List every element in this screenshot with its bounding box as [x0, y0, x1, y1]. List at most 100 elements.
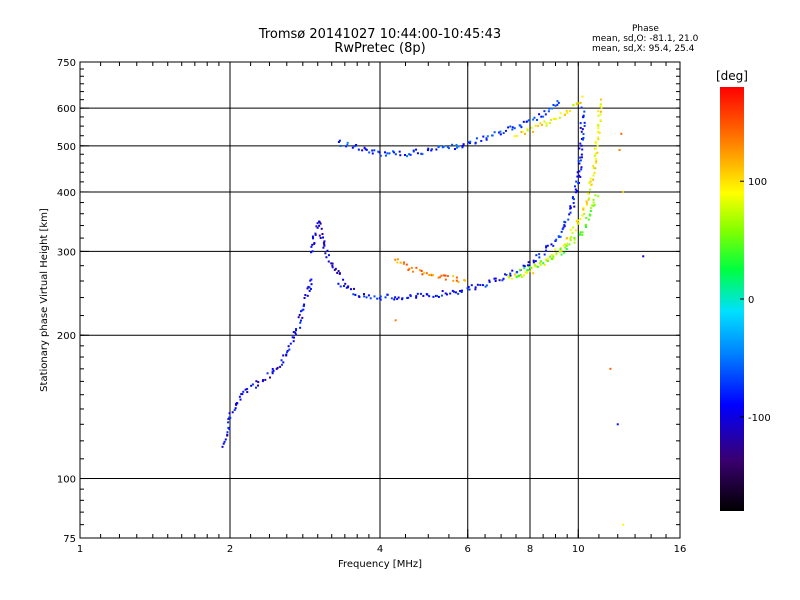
data-point — [592, 178, 595, 181]
data-point — [557, 101, 560, 104]
data-point — [545, 124, 548, 127]
data-point — [461, 144, 464, 147]
data-point — [578, 147, 581, 150]
data-point — [534, 124, 537, 127]
data-point — [532, 272, 535, 275]
data-point — [347, 285, 350, 288]
data-point — [379, 295, 382, 298]
data-point — [229, 416, 232, 419]
data-point — [475, 137, 478, 140]
colorbar-label: [deg] — [716, 69, 748, 83]
data-point — [545, 246, 548, 249]
data-point — [552, 255, 555, 258]
data-point — [532, 118, 535, 121]
y-tick-label: 750 — [57, 58, 76, 69]
data-point — [544, 113, 547, 116]
data-point — [460, 289, 463, 292]
data-point — [223, 440, 226, 443]
data-point — [547, 110, 550, 113]
data-point — [579, 175, 582, 178]
data-point — [371, 152, 374, 155]
data-point — [526, 127, 529, 130]
data-point — [594, 157, 597, 160]
data-point — [576, 171, 579, 174]
data-point — [384, 151, 387, 154]
data-point — [589, 214, 592, 217]
data-point — [535, 265, 538, 268]
data-point — [536, 118, 539, 121]
data-point — [552, 103, 555, 106]
data-point — [597, 127, 600, 130]
data-point — [543, 253, 546, 256]
data-point — [533, 116, 536, 119]
data-point — [346, 144, 349, 147]
data-point — [316, 222, 319, 225]
data-point — [597, 195, 600, 198]
data-point — [551, 107, 554, 110]
data-point — [405, 263, 408, 266]
data-point — [565, 109, 568, 112]
data-point — [504, 129, 507, 132]
data-point — [600, 106, 603, 109]
data-point — [451, 143, 454, 146]
data-point — [373, 295, 376, 298]
data-point — [580, 166, 583, 169]
data-point — [294, 333, 297, 336]
data-point — [398, 150, 401, 153]
data-point — [354, 293, 357, 296]
data-point — [405, 155, 408, 158]
data-point — [592, 164, 595, 167]
data-point — [513, 127, 516, 130]
data-point — [563, 224, 566, 227]
data-point — [430, 149, 433, 152]
data-point — [524, 132, 527, 135]
data-point — [597, 123, 600, 126]
data-point — [257, 381, 260, 384]
data-point — [342, 278, 345, 281]
x-tick-label: 2 — [227, 544, 233, 555]
data-point — [579, 156, 582, 159]
data-point — [587, 198, 590, 201]
data-point — [583, 124, 586, 127]
data-point — [379, 154, 382, 157]
data-point — [509, 272, 512, 275]
data-point — [310, 278, 313, 281]
data-point — [499, 130, 502, 133]
data-point — [452, 279, 455, 282]
data-point — [582, 136, 585, 139]
y-tick-labels: 75 100 200 300 400 500 600 750 — [57, 58, 76, 545]
data-point — [393, 151, 396, 154]
data-point — [425, 293, 428, 296]
data-point — [312, 237, 315, 240]
data-point — [527, 264, 530, 267]
data-point — [331, 266, 334, 269]
data-point — [231, 411, 234, 414]
data-point — [576, 175, 579, 178]
data-point — [566, 111, 569, 114]
data-point — [333, 268, 336, 271]
chart-title: Tromsø 20141027 10:44:00-10:45:43 — [258, 27, 502, 42]
data-point — [572, 198, 575, 201]
data-point — [320, 227, 323, 230]
data-point — [396, 298, 399, 301]
data-point — [311, 243, 314, 246]
data-point — [552, 117, 555, 120]
data-point — [582, 208, 585, 211]
data-point — [534, 260, 537, 263]
data-point — [573, 205, 576, 208]
data-point — [451, 289, 454, 292]
y-tick-label: 100 — [57, 475, 76, 486]
data-point — [587, 192, 590, 195]
data-point — [569, 205, 572, 208]
data-point — [579, 122, 582, 125]
data-point — [301, 316, 304, 319]
data-point — [560, 253, 563, 256]
data-point — [556, 100, 559, 103]
data-point — [588, 188, 591, 191]
data-point — [590, 183, 593, 186]
data-point — [520, 126, 523, 129]
data-point — [310, 245, 313, 248]
data-point — [264, 378, 267, 381]
data-point — [578, 162, 581, 165]
data-point — [575, 219, 578, 222]
